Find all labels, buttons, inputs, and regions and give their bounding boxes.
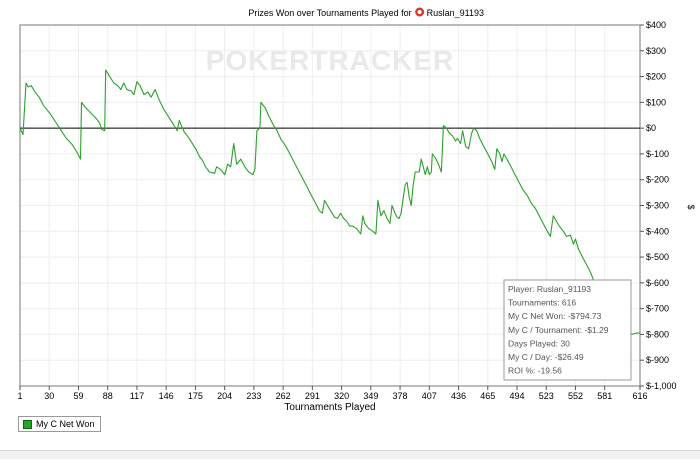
y-tick-label: $-300 bbox=[646, 201, 669, 211]
stats-line: ROI %: -19.56 bbox=[508, 366, 562, 376]
chart-title-player: Ruslan_91193 bbox=[427, 8, 484, 18]
x-tick-label: 616 bbox=[632, 391, 647, 401]
y-tick-label: $0 bbox=[646, 123, 656, 133]
stats-line: Days Played: 30 bbox=[508, 338, 570, 348]
x-tick-label: 291 bbox=[305, 391, 320, 401]
watermark-logo: POKERTRACKER bbox=[206, 45, 454, 76]
y-tick-label: $-800 bbox=[646, 329, 669, 339]
y-tick-label: $-900 bbox=[646, 355, 669, 365]
x-tick-label: 204 bbox=[217, 391, 232, 401]
y-tick-label: $200 bbox=[646, 72, 666, 82]
x-tick-label: 581 bbox=[597, 391, 612, 401]
stats-line: Player: Ruslan_91193 bbox=[508, 284, 591, 294]
legend-label: My C Net Won bbox=[36, 419, 95, 429]
y-tick-label: $-700 bbox=[646, 304, 669, 314]
y-tick-label: $-200 bbox=[646, 175, 669, 185]
x-tick-label: 146 bbox=[159, 391, 174, 401]
y-tick-label: $-500 bbox=[646, 252, 669, 262]
x-tick-label: 523 bbox=[539, 391, 554, 401]
y-tick-label: $-1,000 bbox=[646, 381, 677, 391]
x-tick-label: 1 bbox=[17, 391, 22, 401]
legend: My C Net Won bbox=[18, 416, 102, 432]
series-line bbox=[19, 69, 640, 335]
x-tick-label: 407 bbox=[422, 391, 437, 401]
y-tick-label: $100 bbox=[646, 97, 666, 107]
x-tick-label: 465 bbox=[480, 391, 495, 401]
x-tick-label: 436 bbox=[451, 391, 466, 401]
stats-box: Player: Ruslan_91193 Tournaments: 616 My C… bbox=[503, 279, 632, 381]
y-axis-label: $ bbox=[686, 204, 696, 209]
y-tick-label: $300 bbox=[646, 46, 666, 56]
y-tick-label: $-600 bbox=[646, 278, 669, 288]
x-tick-label: 175 bbox=[188, 391, 203, 401]
stats-box-frame bbox=[503, 279, 632, 381]
x-tick-label: 88 bbox=[103, 391, 113, 401]
bottom-bar bbox=[0, 450, 700, 459]
stats-line: My C / Tournament: -$1.29 bbox=[508, 325, 609, 335]
y-tick-label: $400 bbox=[646, 20, 666, 30]
x-axis-label: Tournaments Played bbox=[284, 402, 375, 413]
stats-line: Tournaments: 616 bbox=[508, 298, 576, 308]
series-layer bbox=[19, 69, 640, 335]
y-tick-label: $-400 bbox=[646, 226, 669, 236]
axes: 1 30 59 88 117 146 175 204 233 262 291 320 349 378 407… bbox=[17, 20, 676, 401]
x-tick-label: 233 bbox=[246, 391, 261, 401]
x-tick-label: 59 bbox=[73, 391, 83, 401]
x-tick-label: 320 bbox=[334, 391, 349, 401]
x-tick-label: 30 bbox=[44, 391, 54, 401]
x-tick-label: 349 bbox=[363, 391, 378, 401]
y-tick-label: $-100 bbox=[646, 149, 669, 159]
chart-title: Prizes Won over Tournaments Played for bbox=[248, 8, 411, 18]
poker-chip-icon-center bbox=[417, 10, 422, 14]
x-tick-label: 494 bbox=[509, 391, 524, 401]
x-tick-label: 378 bbox=[393, 391, 408, 401]
stats-line: My C / Day: -$26.49 bbox=[508, 352, 584, 362]
stats-line: My C Net Won: -$794.73 bbox=[508, 311, 602, 321]
x-tick-label: 262 bbox=[276, 391, 291, 401]
legend-swatch bbox=[23, 419, 32, 429]
x-tick-label: 552 bbox=[568, 391, 583, 401]
x-tick-label: 117 bbox=[130, 391, 144, 401]
poker-chip-icon bbox=[415, 7, 425, 17]
